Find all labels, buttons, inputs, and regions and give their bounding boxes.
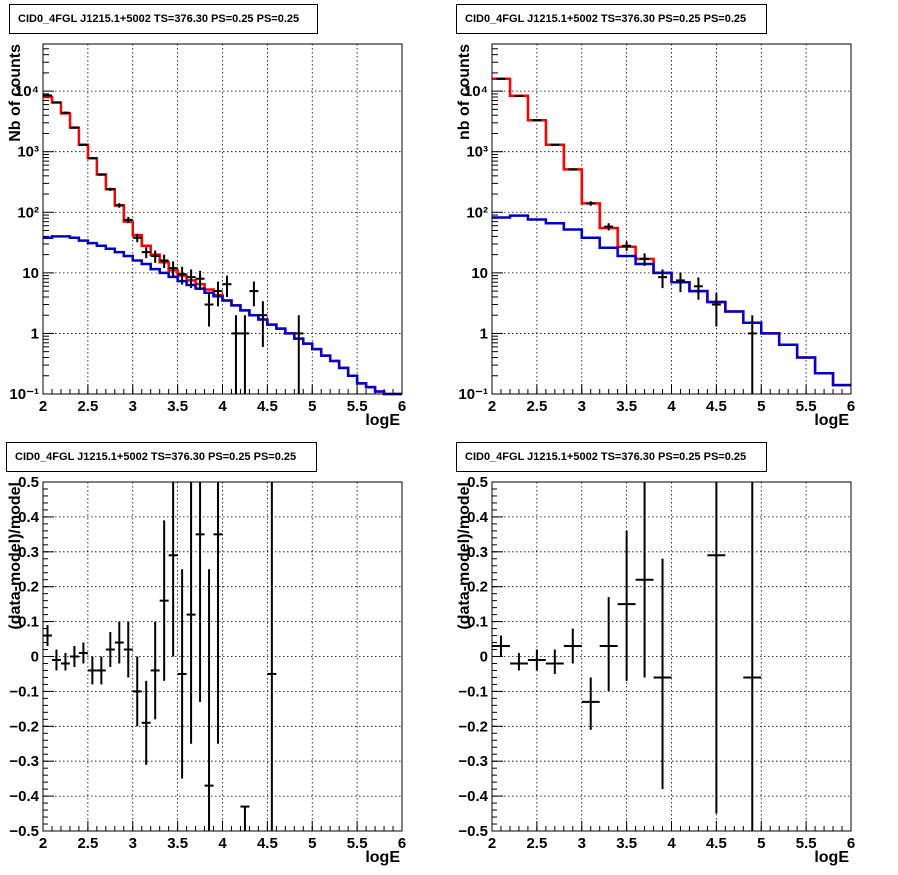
x-tick-label: 2 — [488, 835, 496, 852]
y-tick-label: −0.3 — [9, 753, 39, 770]
y-tick-label: −0.5 — [9, 823, 39, 840]
y-tick-label: 0.1 — [18, 614, 39, 631]
y-tick-label: 0.4 — [467, 509, 489, 526]
x-tick-label: 3 — [129, 835, 137, 852]
x-tick-label: 3 — [578, 835, 586, 852]
panel-title-top-right: CID0_4FGL J1215.1+5002 TS=376.30 PS=0.25… — [456, 4, 767, 34]
plot-frame — [42, 481, 403, 832]
y-tick-label: 10 — [22, 265, 39, 282]
x-tick-label: 2.5 — [526, 835, 547, 852]
y-tick-label: 0.3 — [18, 544, 39, 561]
y-axis-label: Nb of counts — [7, 44, 24, 142]
x-tick-label: 2.5 — [77, 398, 98, 415]
x-tick-label: 4 — [218, 835, 227, 852]
y-tick-label: 0 — [480, 649, 488, 666]
y-tick-label: −0.5 — [458, 823, 488, 840]
x-tick-label: 4 — [667, 835, 676, 852]
x-tick-label: 3.5 — [616, 835, 637, 852]
chart-panel-3: 2 2.5 3 3.5 4 4.5 5 5.5 6 −0.5 −0.4 −0.3 −0.2 −0.1 0 0.… — [456, 474, 855, 866]
panel-title-bottom-right: CID0_4FGL J1215.1+5002 TS=376.30 PS=0.25… — [456, 442, 767, 472]
x-axis-label: logE — [814, 412, 849, 429]
x-tick-label: 5.5 — [347, 398, 368, 415]
x-tick-label: 5.5 — [796, 835, 817, 852]
x-tick-label: 5 — [308, 835, 316, 852]
y-axis-label: (data-model)/model — [7, 482, 24, 630]
x-tick-label: 2 — [39, 835, 47, 852]
x-tick-label: 2 — [39, 398, 47, 415]
y-tick-label: 0.5 — [18, 474, 39, 491]
x-axis-label: logE — [365, 849, 400, 866]
y-tick-label: 0.2 — [467, 579, 488, 596]
x-tick-label: 4.5 — [257, 835, 278, 852]
x-tick-label: 2 — [488, 398, 496, 415]
y-tick-label: 0.3 — [467, 544, 488, 561]
x-tick-label: 6 — [847, 398, 855, 415]
plot-frame — [42, 43, 403, 395]
y-tick-label: 10² — [17, 204, 39, 221]
y-tick-label: −0.1 — [9, 683, 39, 700]
y-tick-label: −0.1 — [458, 683, 488, 700]
y-tick-label: 10⁴ — [15, 83, 39, 100]
y-tick-label: 10⁻¹ — [9, 386, 39, 403]
y-tick-label: 0.2 — [18, 579, 39, 596]
y-axis-label: (data-model)/model — [456, 482, 473, 630]
chart-panel-2: 2 2.5 3 3.5 4 4.5 5 5.5 6 −0.5 −0.4 −0.3 −0.2 −0.1 0 0.… — [7, 474, 406, 866]
panel-title-bottom-left: CID0_4FGL J1215.1+5002 TS=376.30 PS=0.25… — [6, 442, 317, 472]
y-tick-label: −0.4 — [458, 788, 488, 805]
x-tick-label: 6 — [398, 398, 406, 415]
x-tick-label: 4.5 — [706, 398, 727, 415]
series-line-1 — [492, 214, 851, 387]
x-tick-label: 3 — [578, 398, 586, 415]
chart-panel-0: 2 2.5 3 3.5 4 4.5 5 5.5 6 10⁻¹ 1 10 10² 10³ 10⁴ logE Nb … — [7, 43, 406, 429]
y-tick-label: 10² — [466, 204, 488, 221]
x-tick-label: 6 — [398, 835, 406, 852]
x-tick-label: 3.5 — [167, 835, 188, 852]
panel-title-top-left: CID0_4FGL J1215.1+5002 TS=376.30 PS=0.25… — [9, 4, 318, 34]
x-tick-label: 6 — [847, 835, 855, 852]
chart-panel-1: 2 2.5 3 3.5 4 4.5 5 5.5 6 10⁻¹ 1 10 10² 10³ 10⁴ logE nb … — [456, 43, 855, 429]
x-tick-label: 5.5 — [796, 398, 817, 415]
y-tick-label: 10⁴ — [464, 83, 488, 100]
x-tick-label: 4 — [667, 398, 676, 415]
y-tick-label: 0.4 — [18, 509, 40, 526]
plot-frame — [491, 481, 852, 832]
y-tick-label: −0.4 — [9, 788, 39, 805]
x-tick-label: 3.5 — [616, 398, 637, 415]
y-tick-label: −0.2 — [9, 718, 39, 735]
y-tick-label: 1 — [31, 325, 39, 342]
x-tick-label: 4.5 — [257, 398, 278, 415]
x-tick-label: 5 — [757, 835, 765, 852]
x-tick-label: 5.5 — [347, 835, 368, 852]
y-tick-label: 10³ — [466, 144, 488, 161]
x-tick-label: 5 — [757, 398, 765, 415]
x-tick-label: 4.5 — [706, 835, 727, 852]
x-axis-label: logE — [814, 849, 849, 866]
x-tick-label: 3 — [129, 398, 137, 415]
x-tick-label: 3.5 — [167, 398, 188, 415]
y-tick-label: 0 — [31, 649, 39, 666]
x-tick-label: 4 — [218, 398, 227, 415]
y-tick-label: 10 — [471, 265, 488, 282]
x-tick-label: 2.5 — [526, 398, 547, 415]
y-tick-label: 0.5 — [467, 474, 488, 491]
y-tick-label: 0.1 — [467, 614, 488, 631]
series-line-1 — [43, 235, 402, 396]
plot-frame — [491, 43, 852, 395]
y-tick-label: 10³ — [17, 144, 39, 161]
y-tick-label: −0.3 — [458, 753, 488, 770]
y-tick-label: −0.2 — [458, 718, 488, 735]
x-tick-label: 5 — [308, 398, 316, 415]
y-axis-label: nb of counts — [456, 44, 473, 140]
y-tick-label: 1 — [480, 325, 488, 342]
y-tick-label: 10⁻¹ — [458, 386, 488, 403]
x-tick-label: 2.5 — [77, 835, 98, 852]
x-axis-label: logE — [365, 412, 400, 429]
